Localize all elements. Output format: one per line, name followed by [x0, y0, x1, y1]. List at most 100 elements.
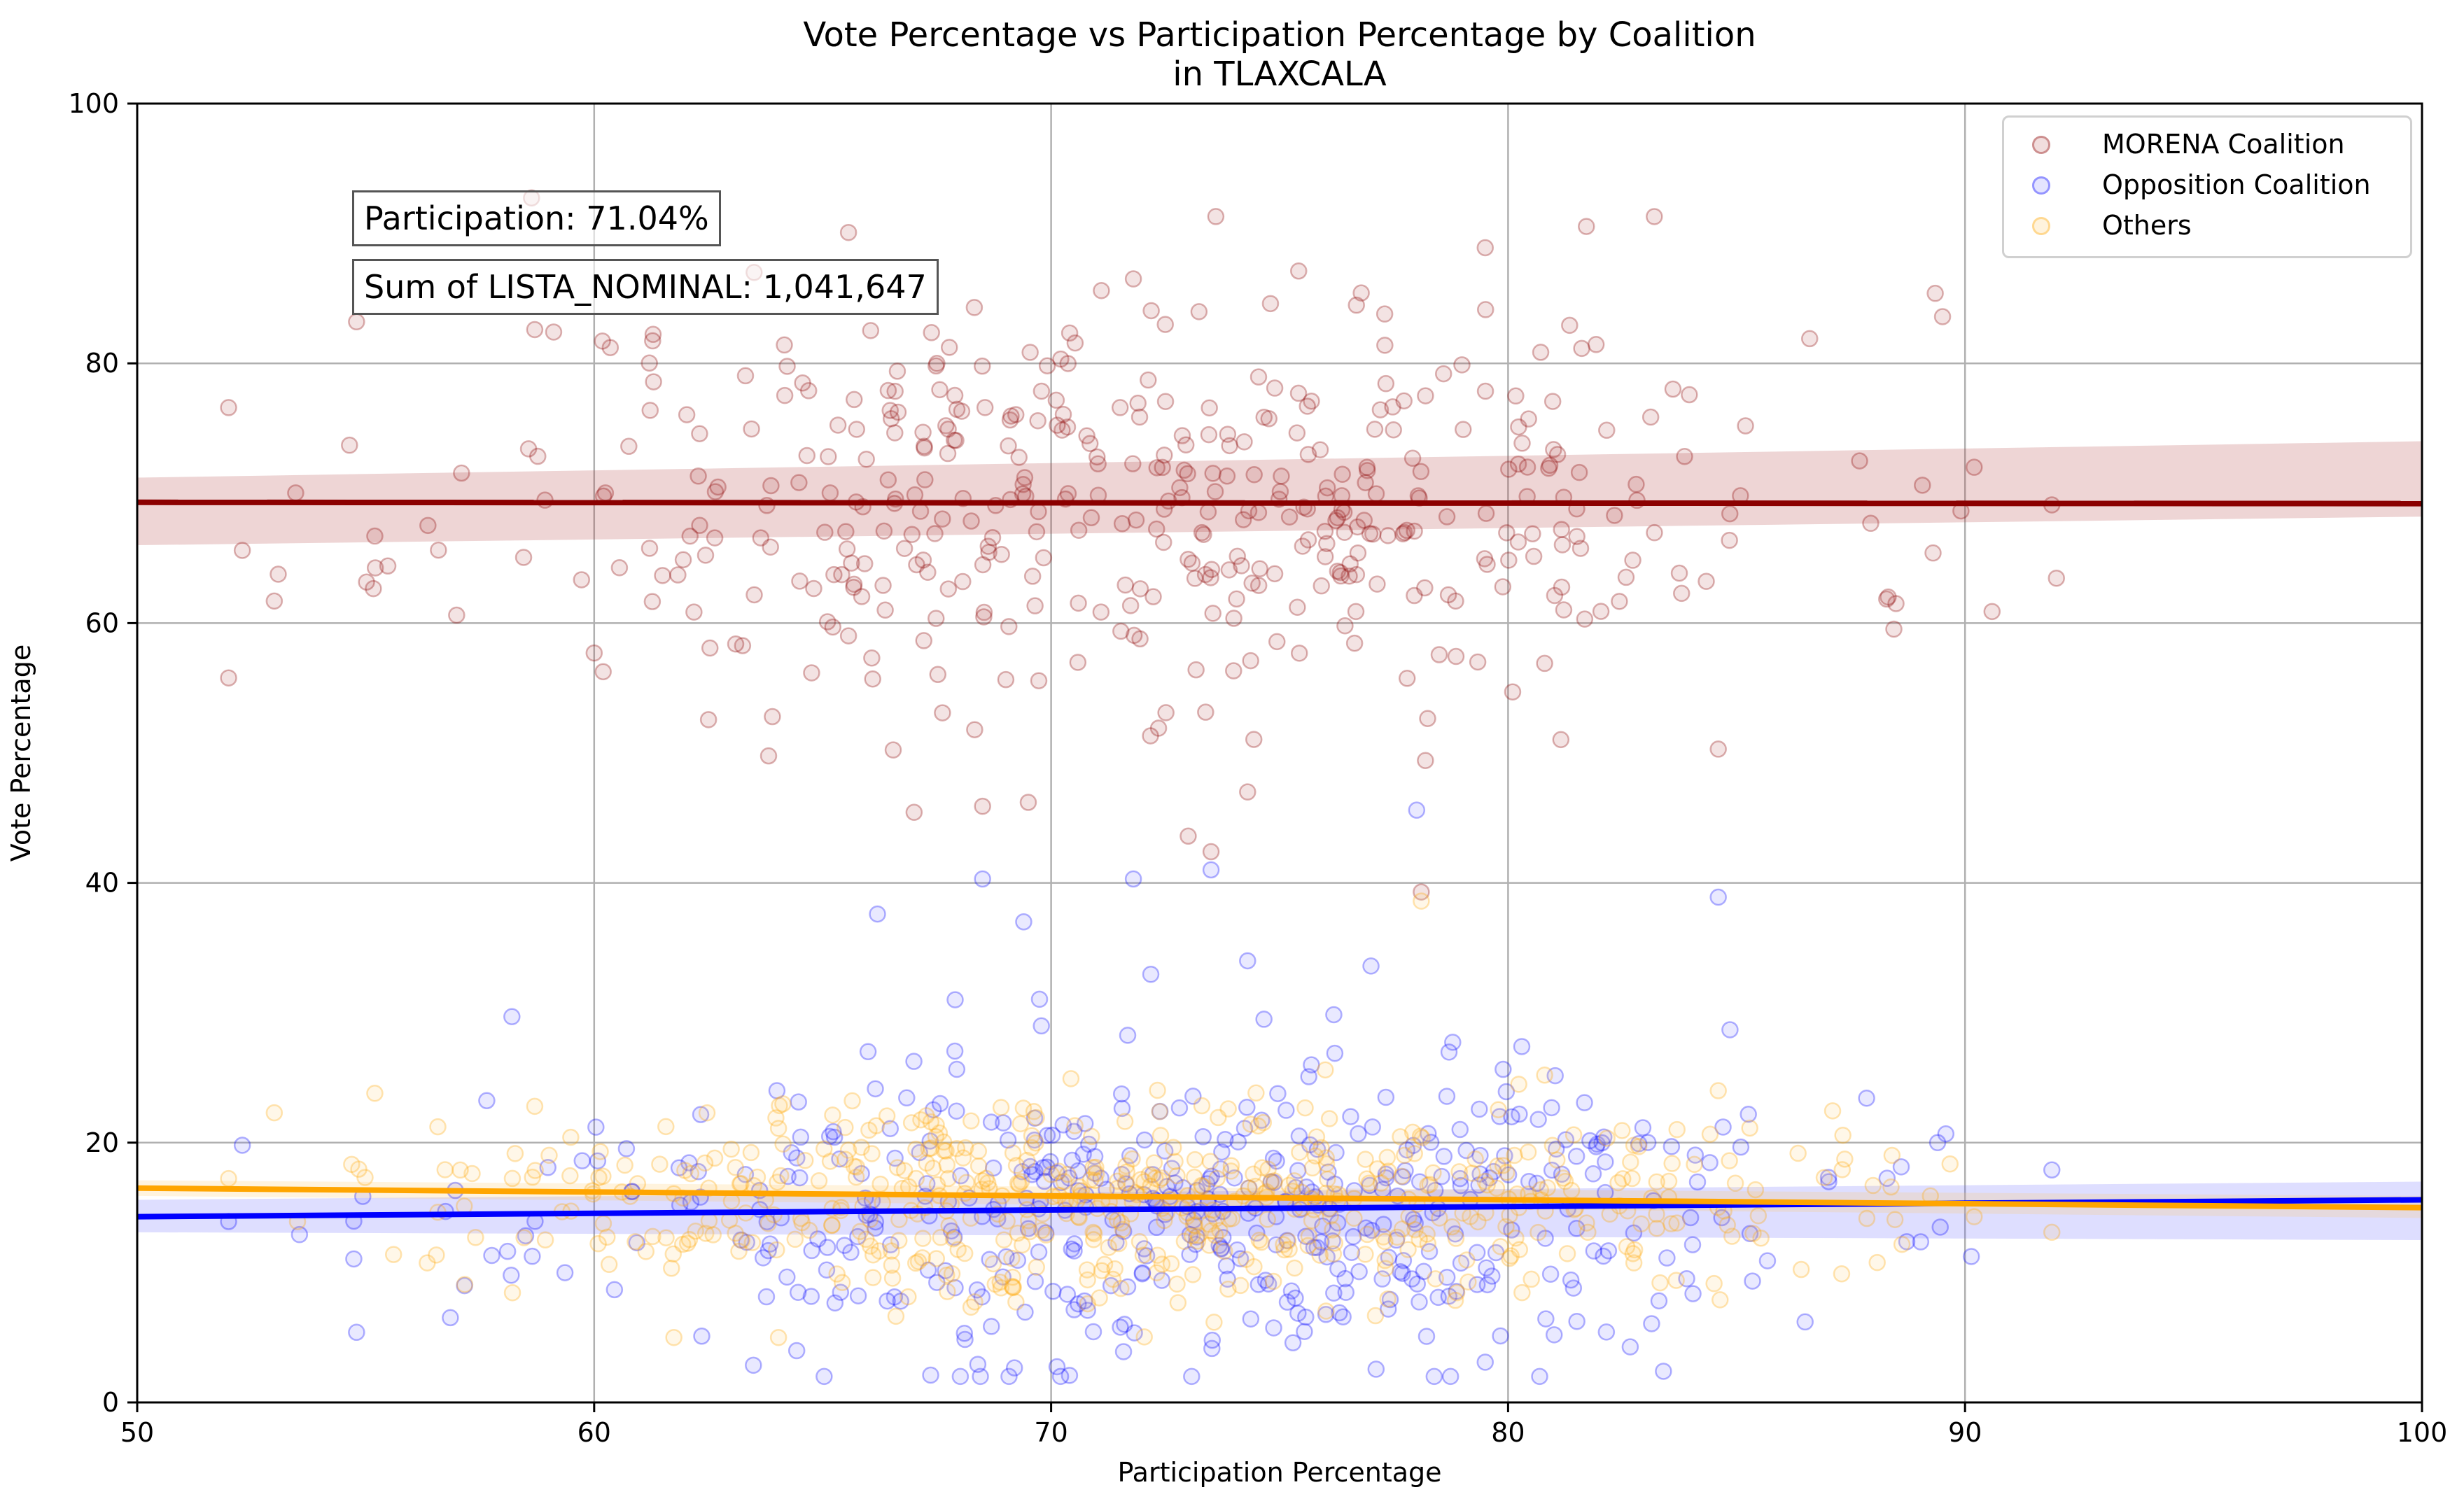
opposition-point: [1070, 1295, 1087, 1313]
opposition-point: [1265, 1174, 1283, 1192]
others-point: [974, 1172, 991, 1190]
opposition-point: [1117, 1175, 1135, 1193]
morena-point: [954, 572, 972, 591]
morena-point: [1524, 525, 1541, 543]
morena-point: [696, 547, 715, 564]
others-point: [836, 1150, 854, 1168]
others-point: [1376, 1251, 1394, 1269]
others-point: [920, 1140, 937, 1157]
opposition-point: [690, 1162, 707, 1181]
opposition-point: [628, 1234, 646, 1252]
opposition-point: [1625, 1224, 1643, 1242]
others-point: [1614, 1122, 1631, 1139]
morena-point: [953, 402, 971, 420]
others-point: [878, 1107, 896, 1125]
morena-point: [1376, 337, 1394, 354]
others-point: [912, 1111, 930, 1129]
others-point: [918, 1107, 935, 1125]
opposition-point: [1375, 1216, 1392, 1233]
morena-point: [654, 567, 671, 584]
others-point: [220, 1169, 237, 1188]
morena-point: [519, 440, 538, 458]
others-point: [955, 1244, 974, 1262]
others-point: [1419, 1234, 1437, 1253]
opposition-point: [1326, 1175, 1344, 1193]
opposition-point: [831, 1150, 848, 1168]
opposition-point: [1350, 1125, 1367, 1143]
morena-point: [709, 478, 727, 496]
opposition-point: [1181, 1225, 1199, 1244]
morena-point: [1245, 731, 1263, 748]
opposition-point: [1026, 1272, 1044, 1290]
opposition-point: [1468, 1276, 1486, 1293]
others-point: [883, 1256, 901, 1274]
opposition-point: [1380, 1300, 1397, 1318]
opposition-point: [1231, 1250, 1250, 1267]
legend-label-opposition: Opposition Coalition: [2102, 169, 2371, 200]
morena-point: [1476, 239, 1494, 257]
others-point: [1247, 1177, 1264, 1195]
others-point: [1513, 1283, 1531, 1302]
opposition-point: [818, 1261, 836, 1279]
morena-point: [746, 586, 763, 604]
others-point: [1668, 1214, 1686, 1232]
others-point: [992, 1099, 1010, 1116]
morena-point: [1204, 465, 1222, 482]
others-point: [1085, 1231, 1102, 1248]
others-point: [1886, 1211, 1904, 1228]
opposition-point: [836, 1237, 853, 1254]
others-point: [1413, 1129, 1431, 1147]
opposition-point: [1678, 1269, 1695, 1288]
others-point: [1749, 1206, 1768, 1225]
opposition-point: [1212, 1239, 1230, 1257]
others-point: [1630, 1138, 1648, 1155]
morena-point: [1885, 620, 1903, 638]
morena-point: [838, 540, 856, 558]
morena-point: [837, 523, 855, 540]
opposition-point: [952, 1167, 969, 1185]
opposition-point: [456, 1276, 473, 1295]
opposition-point: [925, 1101, 942, 1119]
morena-point: [983, 528, 1002, 547]
others-point: [913, 1249, 932, 1267]
opposition-point: [1425, 1367, 1443, 1386]
others-point: [1055, 1173, 1073, 1190]
others-point: [2043, 1223, 2061, 1241]
morena-point: [1242, 652, 1259, 670]
morena-point: [914, 551, 932, 569]
morena-point: [939, 444, 957, 463]
opposition-point: [832, 1283, 850, 1301]
morena-point: [1032, 382, 1051, 400]
morena-point: [1336, 617, 1354, 635]
opposition-point: [1408, 1275, 1426, 1293]
others-point: [1427, 1270, 1444, 1288]
morena-point: [1038, 357, 1056, 375]
opposition-point: [1317, 1306, 1335, 1323]
others-point: [1317, 1149, 1335, 1167]
opposition-point: [1562, 1271, 1580, 1289]
others-point: [1792, 1260, 1810, 1279]
others-point: [1025, 1103, 1043, 1120]
morena-point: [762, 538, 779, 556]
chart-legend: MORENA Coalition Opposition Coalition Ot…: [2002, 115, 2412, 258]
others-point: [1359, 1225, 1376, 1244]
morena-point: [1439, 586, 1457, 604]
chart-subtitle: in TLAXCALA: [1172, 55, 1387, 94]
others-point: [1262, 1173, 1280, 1191]
morena-point: [1116, 576, 1134, 594]
morena-point: [641, 402, 659, 419]
morena-point: [1561, 316, 1578, 335]
opposition-point: [1373, 1270, 1391, 1288]
others-point: [1308, 1128, 1326, 1146]
morena-point: [1157, 704, 1175, 722]
others-point: [796, 1151, 814, 1169]
morena-point: [1469, 653, 1487, 671]
opposition-point: [1440, 1287, 1458, 1305]
morena-point: [1316, 522, 1334, 540]
others-point: [1614, 1170, 1632, 1188]
opposition-point: [1026, 1131, 1044, 1149]
opposition-point: [1301, 1136, 1319, 1154]
opposition-point: [757, 1288, 776, 1306]
others-point: [526, 1162, 544, 1179]
morena-point: [1026, 597, 1044, 614]
